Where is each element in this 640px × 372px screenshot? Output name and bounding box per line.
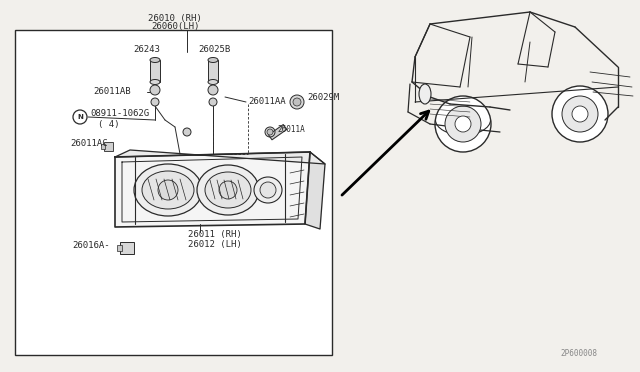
Bar (208, 60, 218, 82)
Ellipse shape (254, 177, 282, 203)
Text: 26011AC: 26011AC (70, 140, 108, 148)
Text: 26016A-: 26016A- (72, 241, 109, 250)
Text: 08911-1062G: 08911-1062G (90, 109, 149, 119)
Text: 26011A: 26011A (277, 125, 305, 135)
Circle shape (209, 98, 217, 106)
Ellipse shape (150, 80, 160, 84)
Circle shape (219, 181, 237, 199)
Circle shape (183, 128, 191, 136)
Text: 26010 (RH): 26010 (RH) (148, 13, 202, 22)
Polygon shape (269, 125, 287, 140)
Circle shape (265, 127, 275, 137)
Polygon shape (115, 152, 310, 227)
Circle shape (435, 96, 491, 152)
Text: 26243: 26243 (133, 45, 160, 55)
Text: 26025B: 26025B (198, 45, 230, 55)
Bar (120, 242, 134, 254)
Text: N: N (77, 114, 83, 120)
Circle shape (572, 106, 588, 122)
Circle shape (73, 110, 87, 124)
Text: 26012 (LH): 26012 (LH) (188, 240, 242, 248)
Bar (104, 142, 113, 151)
Ellipse shape (205, 172, 251, 208)
Ellipse shape (208, 80, 218, 84)
Circle shape (455, 116, 471, 132)
Circle shape (552, 86, 608, 142)
Circle shape (260, 182, 276, 198)
Bar (101, 144, 105, 149)
Ellipse shape (150, 58, 160, 62)
Circle shape (208, 85, 218, 95)
Text: 26029M: 26029M (307, 93, 339, 102)
Text: 26011AB: 26011AB (93, 87, 131, 96)
Ellipse shape (142, 171, 194, 209)
Text: ( 4): ( 4) (98, 119, 120, 128)
Ellipse shape (134, 164, 202, 216)
Circle shape (267, 129, 273, 135)
Polygon shape (305, 152, 325, 229)
Text: 2P600008: 2P600008 (560, 350, 597, 359)
Circle shape (562, 96, 598, 132)
Text: 26011AA: 26011AA (248, 97, 285, 106)
Text: 26060(LH): 26060(LH) (151, 22, 199, 31)
Circle shape (150, 85, 160, 95)
Circle shape (445, 106, 481, 142)
Ellipse shape (419, 84, 431, 104)
Circle shape (158, 180, 178, 200)
Bar (150, 60, 160, 82)
Circle shape (290, 95, 304, 109)
Circle shape (293, 98, 301, 106)
Bar (15, 30, 332, 355)
Circle shape (151, 98, 159, 106)
Text: 26011 (RH): 26011 (RH) (188, 231, 242, 240)
Ellipse shape (197, 165, 259, 215)
Ellipse shape (208, 58, 218, 62)
Bar (117, 245, 122, 251)
Polygon shape (115, 150, 325, 164)
